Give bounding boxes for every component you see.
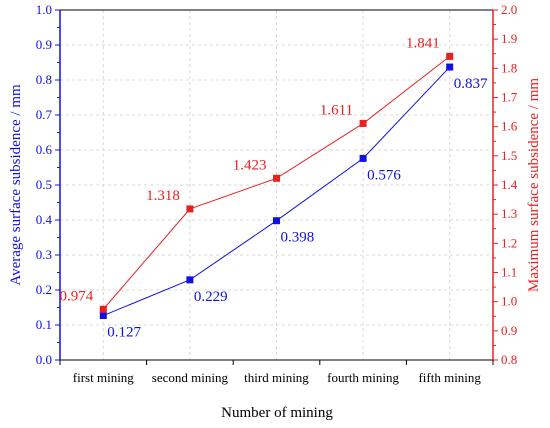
average-series-point: [359, 154, 367, 162]
left-tick-label: 0.7: [36, 107, 53, 122]
x-axis-title: Number of mining: [221, 405, 333, 421]
maximum-series-point: [186, 205, 194, 213]
maximum-series-point: [273, 174, 280, 182]
maximum-data-label: 1.423: [233, 157, 267, 173]
left-tick-label: 0.3: [36, 247, 52, 262]
right-tick-label: 1.9: [501, 31, 517, 46]
left-tick-label: 0.5: [36, 177, 52, 192]
average-data-label: 0.837: [454, 76, 488, 92]
left-axis-title: Average surface subsidence / mm: [8, 84, 24, 286]
average-series-point: [273, 217, 280, 225]
maximum-data-label: 1.318: [146, 188, 180, 204]
right-tick-label: 1.7: [501, 90, 518, 105]
x-tick-label: first mining: [73, 370, 135, 385]
left-tick-label: 0.2: [36, 282, 52, 297]
right-tick-label: 1.0: [501, 294, 517, 309]
right-tick-label: 1.6: [501, 119, 518, 134]
right-tick-label: 1.1: [501, 265, 517, 280]
average-data-label: 0.229: [194, 289, 228, 305]
maximum-series-point: [99, 305, 107, 313]
average-data-label: 0.398: [281, 230, 315, 246]
average-series-point: [446, 63, 454, 71]
left-tick-label: 0.0: [36, 352, 52, 367]
axes-layer: 0.0 0.1 0.2 0.3 0.4 0.5 0.6 0.7 0.8 0.9 1.0 0.8 0.9 1…: [36, 2, 518, 385]
right-tick-label: 1.2: [501, 235, 517, 250]
grid-lines: [60, 9, 493, 361]
maximum-data-label: 0.974: [60, 288, 94, 304]
series-layer: [99, 52, 454, 320]
x-tick-label: third mining: [244, 370, 309, 385]
right-tick-label: 1.3: [501, 206, 517, 221]
average-data-label: 0.127: [107, 325, 141, 341]
left-tick-label: 0.4: [36, 212, 53, 227]
maximum-data-label: 1.611: [320, 102, 353, 118]
right-axis-title: Maximum surface subsidence / mm: [526, 78, 542, 292]
left-tick-label: 1.0: [36, 2, 52, 17]
maximum-series-point: [359, 119, 367, 127]
x-tick-label: fourth mining: [327, 370, 399, 385]
maximum-data-label: 1.841: [406, 35, 440, 51]
right-tick-label: 0.9: [501, 323, 517, 338]
right-tick-label: 1.8: [501, 60, 517, 75]
x-tick-label: second mining: [152, 370, 229, 385]
average-series-point: [186, 276, 194, 284]
right-tick-label: 0.8: [501, 352, 517, 367]
average-data-label: 0.576: [367, 167, 401, 183]
right-tick-label: 1.5: [501, 148, 517, 163]
left-tick-label: 0.1: [36, 317, 52, 332]
average-series-point: [99, 312, 107, 320]
right-tick-label: 2.0: [501, 2, 517, 17]
data-labels-layer: 0.127 0.229 0.398 0.576 0.837 0.974 1.318 1.423…: [60, 35, 488, 340]
left-tick-label: 0.6: [36, 142, 53, 157]
left-tick-label: 0.9: [36, 37, 52, 52]
right-tick-label: 1.4: [501, 177, 518, 192]
left-tick-label: 0.8: [36, 72, 52, 87]
maximum-series-point: [446, 52, 454, 60]
x-tick-label: fifth mining: [418, 370, 481, 385]
